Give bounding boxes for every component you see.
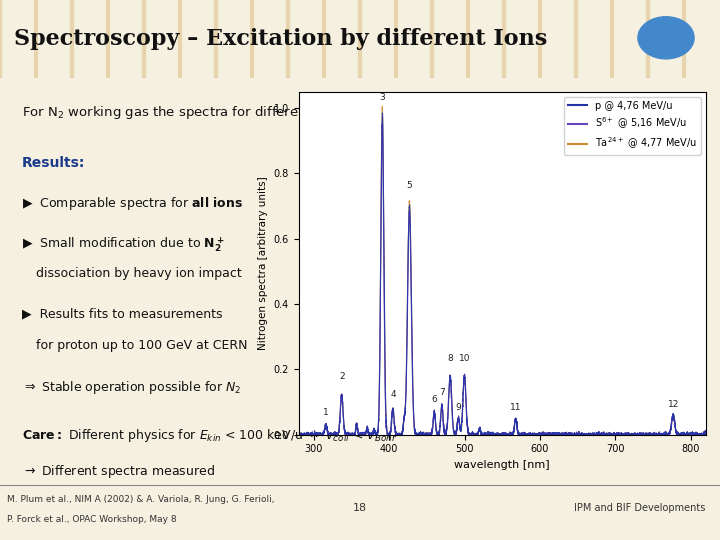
Ta$^{24+}$ @ 4,77 MeV/u: [668, 417, 677, 423]
Ta$^{24+}$ @ 4,77 MeV/u: [431, 412, 439, 418]
Ta$^{24+}$ @ 4,77 MeV/u: [378, 103, 387, 110]
Ta$^{24+}$ @ 4,77 MeV/u: [701, 428, 710, 434]
S$^{6+}$ @ 5,16 MeV/u: [378, 120, 387, 127]
Text: 6: 6: [431, 395, 437, 404]
Text: 12: 12: [667, 400, 679, 409]
Text: 4: 4: [390, 390, 396, 399]
Text: 3: 3: [379, 92, 385, 102]
Ta$^{24+}$ @ 4,77 MeV/u: [294, 431, 303, 438]
p @ 4,76 MeV/u: [560, 431, 569, 438]
Text: 1: 1: [323, 408, 329, 417]
p @ 4,76 MeV/u: [294, 431, 303, 438]
Text: dissociation by heavy ion impact: dissociation by heavy ion impact: [36, 267, 242, 280]
Text: 18: 18: [353, 503, 367, 512]
Text: $\mathbf{Care:}$ Different physics for $E_{kin}$ < 100 keV/u $\Leftrightarrow$ $: $\mathbf{Care:}$ Different physics for $…: [22, 427, 397, 444]
p @ 4,76 MeV/u: [294, 431, 303, 437]
p @ 4,76 MeV/u: [590, 431, 598, 438]
Text: 5: 5: [407, 181, 413, 190]
S$^{6+}$ @ 5,16 MeV/u: [431, 413, 439, 420]
S$^{6+}$ @ 5,16 MeV/u: [590, 431, 598, 438]
Text: IPM and BIF Developments: IPM and BIF Developments: [575, 503, 706, 512]
Line: Ta$^{24+}$ @ 4,77 MeV/u: Ta$^{24+}$ @ 4,77 MeV/u: [299, 106, 706, 435]
Text: P. Forck et al., OPAC Workshop, May 8: P. Forck et al., OPAC Workshop, May 8: [7, 515, 177, 524]
p @ 4,76 MeV/u: [701, 428, 710, 434]
Text: $\Rightarrow$ Stable operation possible for $\mathit{N_2}$: $\Rightarrow$ Stable operation possible …: [22, 379, 240, 396]
Line: S$^{6+}$ @ 5,16 MeV/u: S$^{6+}$ @ 5,16 MeV/u: [299, 124, 706, 435]
Text: Results:: Results:: [22, 156, 85, 170]
p @ 4,76 MeV/u: [408, 384, 417, 390]
Text: for proton up to 100 GeV at CERN: for proton up to 100 GeV at CERN: [36, 339, 248, 352]
p @ 4,76 MeV/u: [531, 431, 540, 437]
Circle shape: [638, 17, 694, 59]
p @ 4,76 MeV/u: [378, 110, 387, 116]
S$^{6+}$ @ 5,16 MeV/u: [701, 428, 710, 435]
Text: ▶  Results fits to measurements: ▶ Results fits to measurements: [22, 307, 222, 320]
p @ 4,76 MeV/u: [668, 417, 677, 424]
Text: ▶  Small modification due to $\mathbf{N_2^+}$: ▶ Small modification due to $\mathbf{N_2…: [22, 235, 224, 254]
S$^{6+}$ @ 5,16 MeV/u: [294, 431, 303, 438]
Text: 9: 9: [456, 403, 462, 412]
Text: 10: 10: [459, 354, 470, 363]
Text: Spectroscopy – Excitation by different Ions: Spectroscopy – Excitation by different I…: [14, 28, 548, 50]
Text: M. Plum et al., NIM A (2002) & A. Variola, R. Jung, G. Ferioli,: M. Plum et al., NIM A (2002) & A. Variol…: [7, 495, 278, 504]
Text: 7: 7: [439, 388, 445, 397]
S$^{6+}$ @ 5,16 MeV/u: [668, 416, 677, 422]
Y-axis label: Nitrogen spectra [arbitrary units]: Nitrogen spectra [arbitrary units]: [258, 177, 268, 350]
Ta$^{24+}$ @ 4,77 MeV/u: [560, 431, 569, 438]
X-axis label: wavelength [nm]: wavelength [nm]: [454, 460, 550, 470]
Legend: p @ 4,76 MeV/u, S$^{6+}$ @ 5,16 MeV/u, Ta$^{24+}$ @ 4,77 MeV/u: p @ 4,76 MeV/u, S$^{6+}$ @ 5,16 MeV/u, T…: [564, 97, 701, 156]
Text: 2: 2: [339, 372, 345, 381]
S$^{6+}$ @ 5,16 MeV/u: [294, 431, 303, 437]
S$^{6+}$ @ 5,16 MeV/u: [531, 431, 540, 437]
Text: 8: 8: [447, 354, 453, 363]
S$^{6+}$ @ 5,16 MeV/u: [408, 394, 417, 401]
p @ 4,76 MeV/u: [431, 411, 439, 418]
Text: $\rightarrow$ Different spectra measured: $\rightarrow$ Different spectra measured: [22, 463, 215, 480]
Ta$^{24+}$ @ 4,77 MeV/u: [294, 431, 303, 437]
Text: ▶  Comparable spectra for $\mathbf{all\ ions}$: ▶ Comparable spectra for $\mathbf{all\ i…: [22, 195, 243, 212]
Text: For N$_2$ working gas the spectra for different ion impact is measured:: For N$_2$ working gas the spectra for di…: [22, 104, 475, 120]
Ta$^{24+}$ @ 4,77 MeV/u: [408, 386, 417, 393]
Ta$^{24+}$ @ 4,77 MeV/u: [590, 431, 598, 438]
Line: p @ 4,76 MeV/u: p @ 4,76 MeV/u: [299, 113, 706, 435]
Text: 11: 11: [510, 403, 521, 412]
S$^{6+}$ @ 5,16 MeV/u: [560, 431, 569, 438]
Ta$^{24+}$ @ 4,77 MeV/u: [531, 431, 540, 437]
